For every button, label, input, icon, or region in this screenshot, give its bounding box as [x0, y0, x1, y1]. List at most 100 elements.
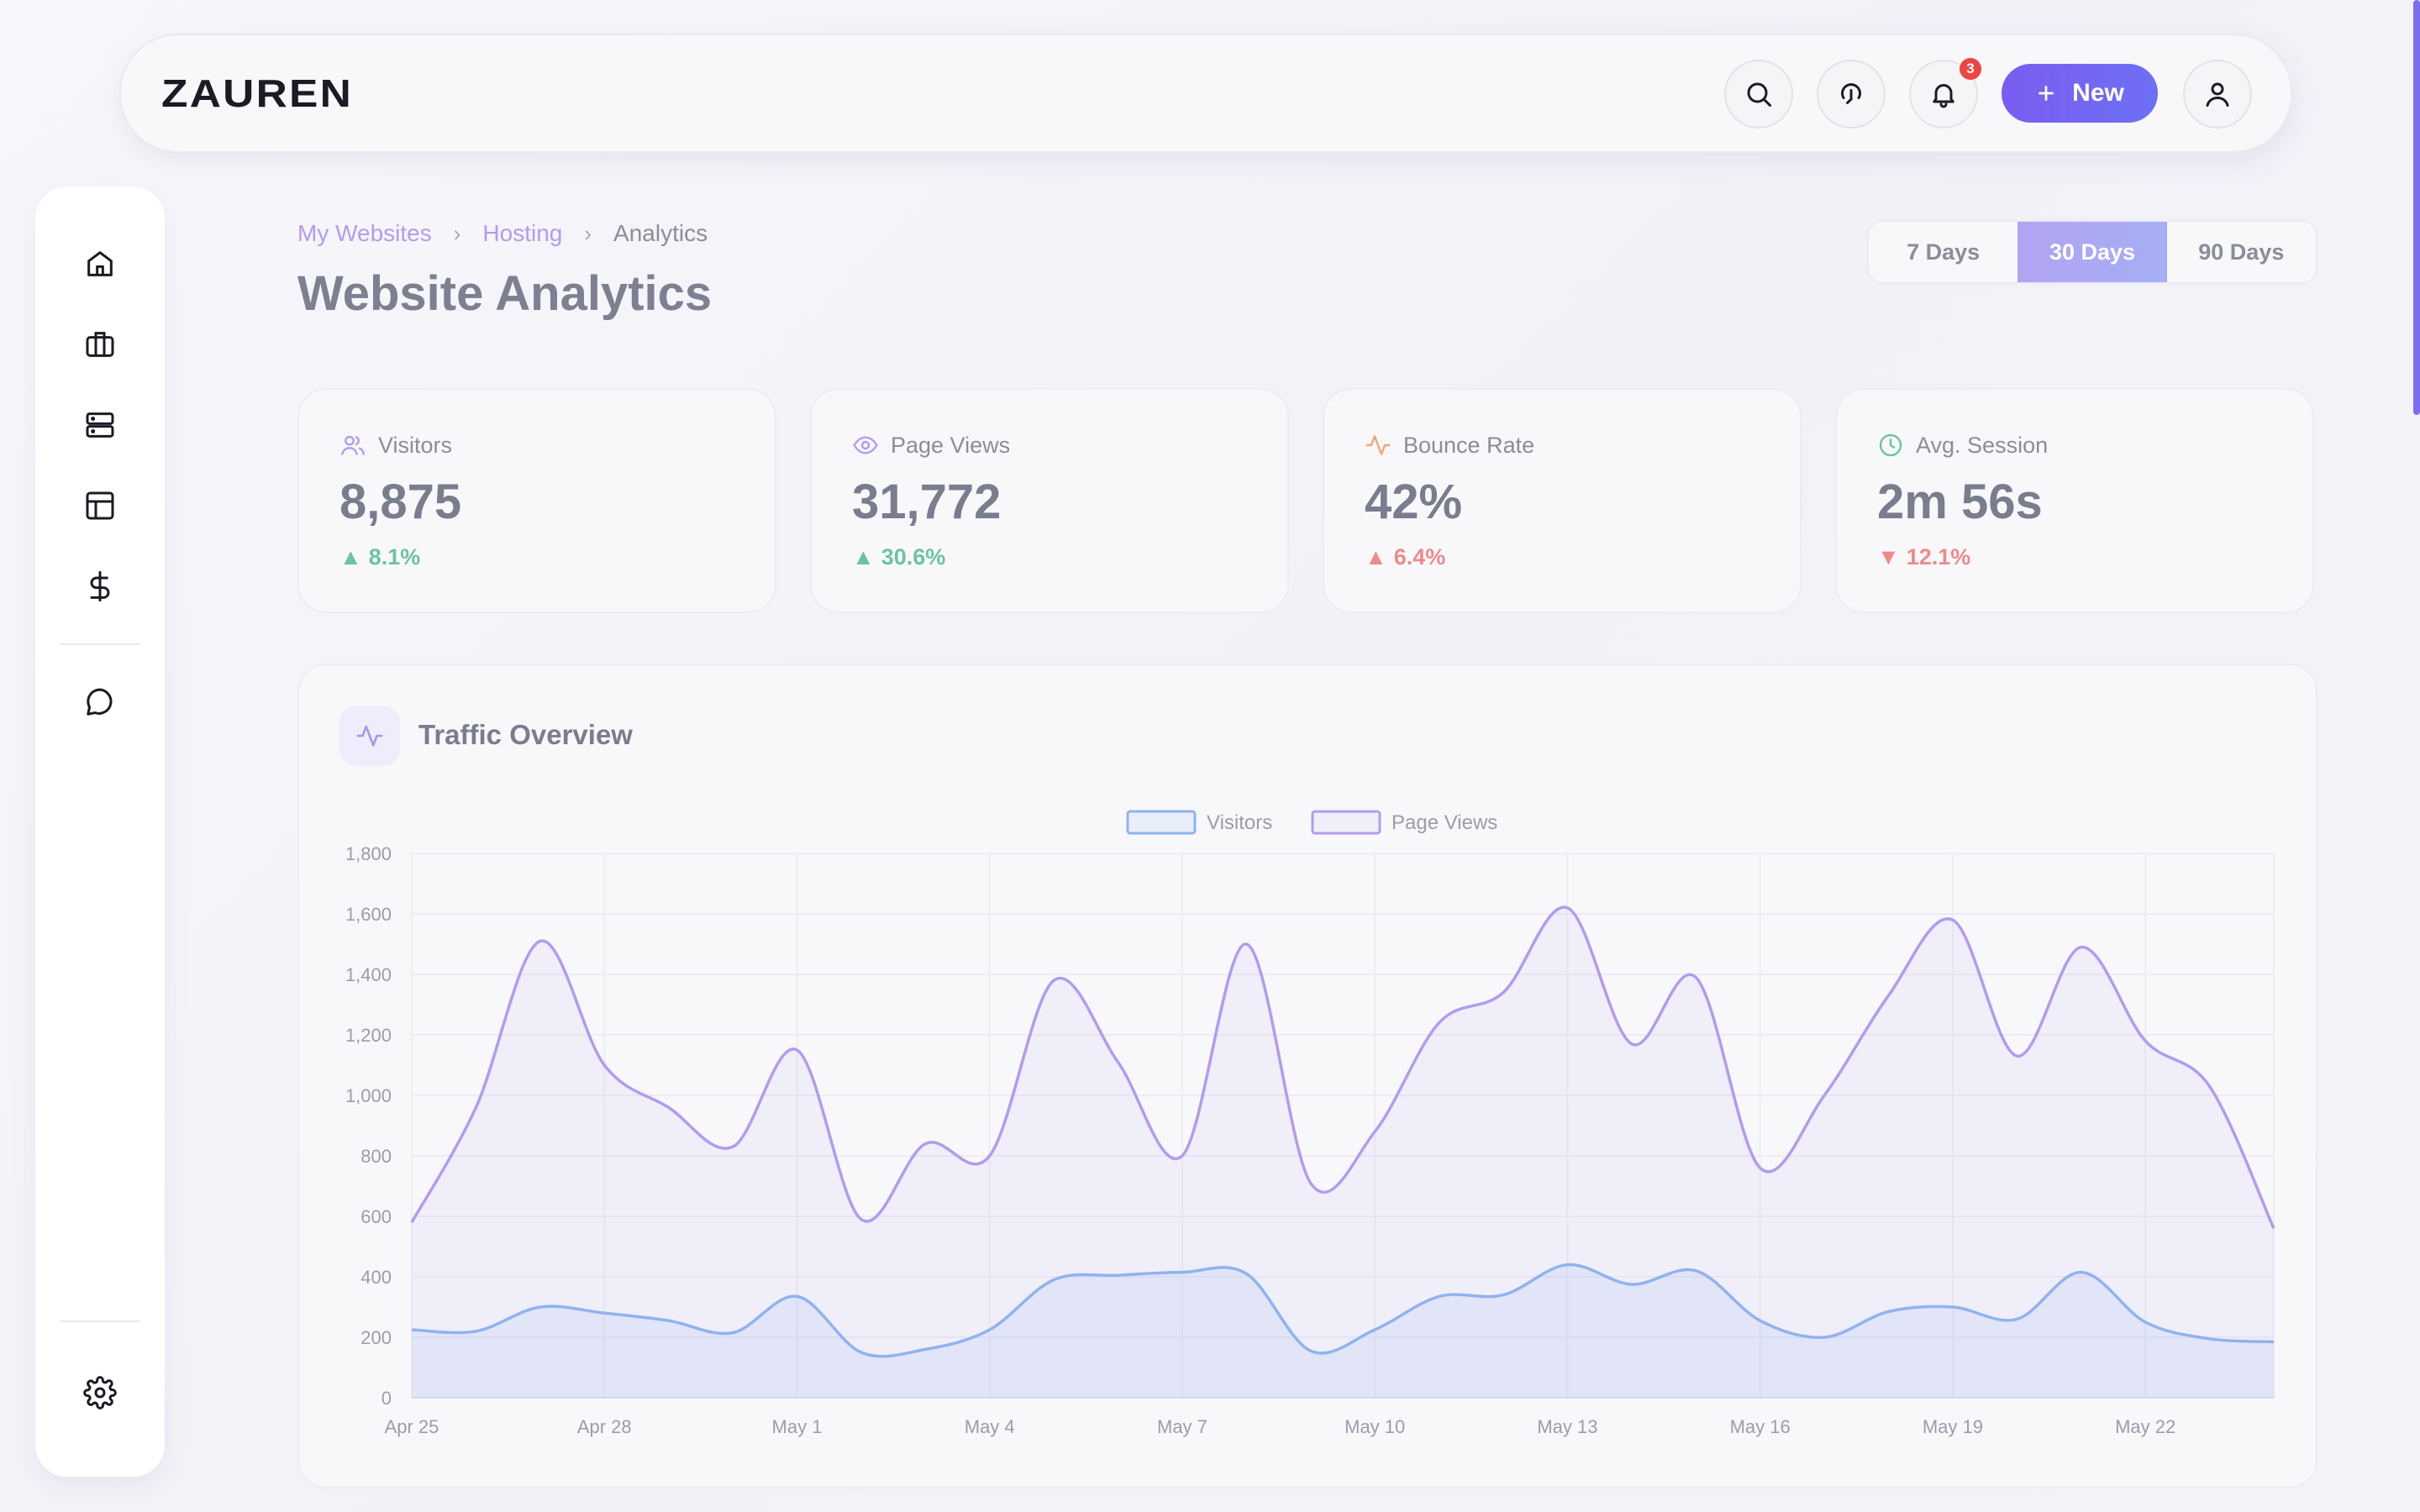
- stat-value: 31,772: [852, 475, 1002, 529]
- stat-label: Bounce Rate: [1365, 432, 1534, 459]
- y-tick-label: 800: [360, 1146, 392, 1167]
- stat-value: 42%: [1365, 475, 1463, 529]
- x-tick-label: May 22: [2115, 1416, 2175, 1437]
- new-button[interactable]: New: [2002, 64, 2158, 123]
- stat-delta: ▲ 8.1%: [339, 544, 420, 570]
- stat-card-visitors: Visitors 8,875 ▲ 8.1%: [297, 388, 776, 613]
- breadcrumb-my-websites[interactable]: My Websites: [297, 220, 432, 246]
- chevron-right-icon: ›: [453, 220, 461, 246]
- support-button[interactable]: [1817, 60, 1886, 129]
- headset-icon: [1841, 83, 1861, 104]
- sidebar-item-layout[interactable]: [76, 482, 124, 529]
- layout-icon: [86, 491, 114, 520]
- y-tick-label: 1,200: [345, 1025, 392, 1046]
- top-bar: ZAUREN 3 New: [119, 34, 2292, 153]
- x-tick-label: Apr 28: [577, 1416, 632, 1437]
- date-range-switch: 7 Days 30 Days 90 Days: [1867, 220, 2317, 284]
- home-icon: [87, 251, 113, 276]
- activity-icon: [1365, 435, 1391, 455]
- sidebar-item-settings[interactable]: [76, 1369, 124, 1416]
- sidebar-item-home[interactable]: [76, 240, 124, 287]
- y-tick-label: 1,800: [345, 843, 392, 864]
- page-scrollbar[interactable]: [2413, 0, 2420, 415]
- stat-delta-text: 12.1%: [1906, 544, 1971, 570]
- sidebar-item-billing[interactable]: [76, 563, 124, 610]
- stat-delta-text: 6.4%: [1393, 544, 1446, 570]
- plus-icon: [2039, 86, 2054, 101]
- sidebar-item-messages[interactable]: [76, 679, 124, 726]
- app-logo[interactable]: ZAUREN: [161, 71, 354, 115]
- stat-delta: ▲ 6.4%: [1365, 544, 1445, 570]
- page-title: Website Analytics: [297, 266, 713, 321]
- stat-label-text: Avg. Session: [1916, 432, 2049, 458]
- y-tick-label: 1,600: [345, 904, 392, 925]
- x-tick-label: May 10: [1344, 1416, 1405, 1437]
- traffic-overview-panel: Traffic Overview 0 200 400 600 800 1,000 1,200…: [297, 664, 2317, 1488]
- stat-delta: ▼ 12.1%: [1877, 544, 1970, 570]
- range-30-days[interactable]: 30 Days: [2018, 222, 2167, 282]
- sidebar: [35, 186, 165, 1477]
- x-tick-label: May 1: [772, 1416, 823, 1437]
- triangle-up-icon: ▲: [1365, 544, 1387, 570]
- sidebar-divider: [60, 643, 139, 645]
- briefcase-icon: [86, 332, 114, 357]
- y-tick-label: 600: [360, 1206, 392, 1227]
- x-tick-label: May 16: [1730, 1416, 1791, 1437]
- profile-button[interactable]: [2183, 60, 2252, 129]
- stat-card-page-views: Page Views 31,772 ▲ 30.6%: [810, 388, 1289, 613]
- triangle-up-icon: ▲: [339, 544, 362, 570]
- stat-label-text: Page Views: [891, 432, 1011, 458]
- range-90-days[interactable]: 90 Days: [2198, 239, 2285, 265]
- stat-card-bounce-rate: Bounce Rate 42% ▲ 6.4%: [1323, 388, 1802, 613]
- stat-delta-text: 30.6%: [881, 544, 946, 570]
- stat-value: 2m 56s: [1877, 475, 2043, 529]
- stat-card-avg-session: Avg. Session 2m 56s ▼ 12.1%: [1835, 388, 2314, 613]
- sidebar-item-briefcase[interactable]: [76, 321, 124, 368]
- notifications-button[interactable]: 3: [1909, 58, 1981, 129]
- gear-icon: [83, 1376, 117, 1410]
- activity-icon: [356, 725, 383, 747]
- sidebar-item-servers[interactable]: [76, 402, 124, 449]
- dollar-icon: [90, 570, 110, 602]
- stat-label-text: Visitors: [378, 432, 453, 458]
- breadcrumb: My Websites › Hosting › Analytics: [297, 220, 708, 247]
- chevron-right-icon: ›: [584, 220, 592, 246]
- notification-badge: 3: [1960, 58, 1981, 80]
- visitors-legend-swatch[interactable]: [1126, 810, 1197, 835]
- breadcrumb-current: Analytics: [613, 220, 708, 246]
- y-tick-label: 400: [360, 1267, 392, 1288]
- search-button[interactable]: [1724, 60, 1793, 129]
- page-views-area: [412, 906, 2274, 1398]
- eye-icon: [853, 436, 878, 454]
- triangle-up-icon: ▲: [852, 544, 875, 570]
- bell-icon: [1933, 84, 1954, 108]
- search-icon: [1747, 82, 1771, 107]
- stat-label: Page Views: [852, 432, 1010, 459]
- visitors-legend-label[interactable]: Visitors: [1207, 811, 1272, 834]
- page-views-legend-label[interactable]: Page Views: [1392, 811, 1497, 834]
- x-tick-label: May 13: [1537, 1416, 1597, 1437]
- users-icon: [341, 435, 365, 455]
- sidebar-divider: [60, 1320, 139, 1322]
- traffic-chart[interactable]: 0 200 400 600 800 1,000 1,200 1,400 1,600 1,800 Ap…: [299, 665, 2316, 1487]
- triangle-down-icon: ▼: [1877, 544, 1900, 570]
- stat-delta-text: 8.1%: [368, 544, 421, 570]
- y-tick-label: 200: [360, 1327, 392, 1348]
- user-icon: [2206, 82, 2229, 107]
- chat-icon: [87, 688, 113, 716]
- breadcrumb-hosting[interactable]: Hosting: [482, 220, 563, 246]
- page-views-legend-swatch[interactable]: [1311, 810, 1381, 835]
- clock-icon: [1879, 433, 1902, 457]
- y-tick-label: 0: [381, 1388, 392, 1409]
- panel-title: Traffic Overview: [418, 719, 633, 750]
- range-7-days[interactable]: 7 Days: [1907, 239, 1981, 265]
- x-tick-label: May 7: [1157, 1416, 1207, 1437]
- stat-value: 8,875: [339, 475, 462, 529]
- stat-label: Avg. Session: [1877, 432, 2048, 459]
- x-tick-label: May 4: [965, 1416, 1015, 1437]
- stat-label: Visitors: [339, 432, 452, 459]
- new-button-label: New: [2072, 79, 2124, 107]
- visitors-area: [412, 1264, 2274, 1398]
- x-tick-label: Apr 25: [385, 1416, 439, 1437]
- page-views-line: [410, 906, 2275, 1230]
